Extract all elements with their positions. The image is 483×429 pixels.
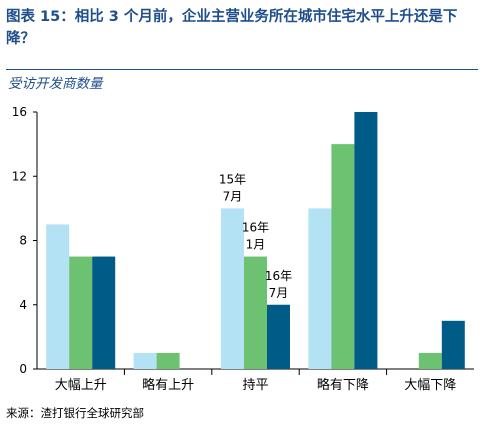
y-tick-label: 0	[19, 362, 27, 376]
y-tick-label: 8	[19, 234, 27, 248]
series-annotation-2: 16年	[265, 269, 292, 283]
bar-2-0	[92, 256, 116, 369]
x-tick-label: 大幅上升	[55, 378, 107, 393]
bar-0-1	[133, 352, 157, 369]
bar-2-4	[441, 320, 465, 369]
series-annotation-0: 7月	[223, 189, 243, 203]
title-divider	[6, 69, 478, 70]
bar-1-0	[69, 256, 93, 369]
y-tick-label: 4	[19, 298, 27, 312]
figure-title: 图表 15：相比 3 个月前，企业主营业务所在城市住宅水平上升还是下降？	[6, 9, 458, 47]
bar-1-4	[418, 352, 442, 369]
bar-0-2	[221, 208, 244, 369]
y-tick-label: 16	[12, 105, 27, 119]
series-annotation-1: 16年	[242, 221, 269, 235]
x-tick-label: 略有下降	[317, 377, 369, 393]
x-tick-label: 持平	[242, 378, 268, 393]
x-tick-label: 大幅下降	[404, 378, 456, 393]
bar-0-3	[308, 208, 332, 369]
x-tick-label: 略有上升	[142, 377, 194, 393]
source-note: 来源：渣打银行全球研究部	[6, 406, 144, 420]
bar-2-2	[267, 304, 290, 369]
bar-1-1	[156, 352, 180, 369]
bar-1-2	[244, 256, 267, 369]
figure-subtitle: 受访开发商数量	[8, 76, 103, 92]
bar-0-0	[46, 224, 70, 369]
series-annotation-1: 1月	[246, 238, 266, 252]
series-annotation-0: 15年	[219, 172, 246, 186]
series-annotation-2: 7月	[269, 286, 289, 300]
bar-2-3	[354, 112, 378, 369]
bar-1-3	[331, 144, 355, 369]
y-tick-label: 12	[12, 169, 27, 183]
